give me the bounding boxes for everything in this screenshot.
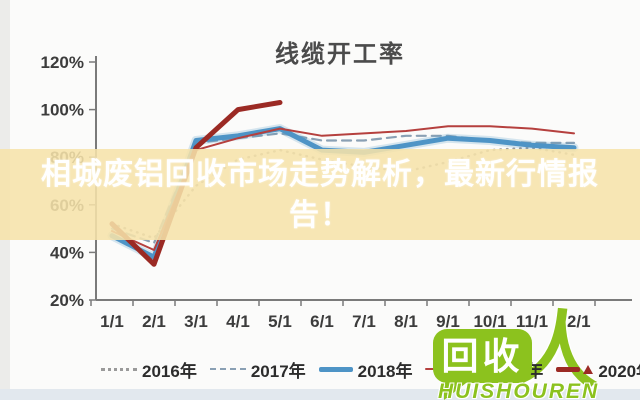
headline-text-line2: 告！ xyxy=(289,199,351,232)
legend-sample xyxy=(318,366,353,372)
legend-item-2016年: 2016年 xyxy=(101,357,197,382)
headline-text-line1: 相城废铝回收市场走势解析，最新行情报 xyxy=(41,158,599,191)
y-tick-label: 20% xyxy=(50,291,84,310)
y-tick-label: 120% xyxy=(41,53,84,72)
legend-label: 2016年 xyxy=(142,361,197,381)
legend-label: 2020年 xyxy=(598,361,640,381)
watermark-name: HUISHOUREN xyxy=(438,380,600,400)
y-tick-label: 100% xyxy=(41,101,84,120)
x-tick-label: 2/1 xyxy=(142,312,166,331)
headline-banner: 相城废铝回收市场走势解析，最新行情报 告！ xyxy=(0,149,640,240)
chart-title: 线缆开工率 xyxy=(275,40,405,68)
recycle-bubble-text: 回收 xyxy=(441,335,524,377)
x-tick-label: 4/1 xyxy=(226,312,250,331)
legend-label: 2017年 xyxy=(250,361,306,381)
x-tick-label: 6/1 xyxy=(310,312,334,331)
x-tick-label: 10/1 xyxy=(473,312,506,331)
x-tick-label: 7/1 xyxy=(352,312,376,331)
axis-ticks xyxy=(89,61,596,306)
legend-label: 2018年 xyxy=(357,361,413,381)
recycle-bubble-tail-icon xyxy=(444,380,470,400)
x-tick-label: 8/1 xyxy=(394,312,418,331)
legend-item-2020年: 2020年 xyxy=(556,357,640,382)
legend-sample xyxy=(101,367,137,371)
y-tick-label: 40% xyxy=(50,243,84,262)
x-tick-label: 1/1 xyxy=(100,312,124,331)
recycle-bubble-logo: 回收 xyxy=(433,329,532,383)
triangle-marker-icon xyxy=(583,364,594,374)
x-tick-label: 5/1 xyxy=(268,312,292,331)
x-tick-label: 3/1 xyxy=(184,312,208,331)
x-tick-label: 12/1 xyxy=(557,312,590,331)
x-tick-label: 9/1 xyxy=(436,312,460,331)
series-line-2020年 xyxy=(109,100,283,267)
legend-item-2018年: 2018年 xyxy=(318,357,413,382)
background-bottom-strip xyxy=(0,389,640,400)
legend-sample xyxy=(556,366,581,372)
legend-item-2017年: 2017年 xyxy=(209,357,306,382)
legend-sample xyxy=(209,368,246,370)
x-tick-label: 11/1 xyxy=(516,312,548,331)
chart-legend: 2016年2017年2018年2019年2020年 xyxy=(101,357,640,381)
